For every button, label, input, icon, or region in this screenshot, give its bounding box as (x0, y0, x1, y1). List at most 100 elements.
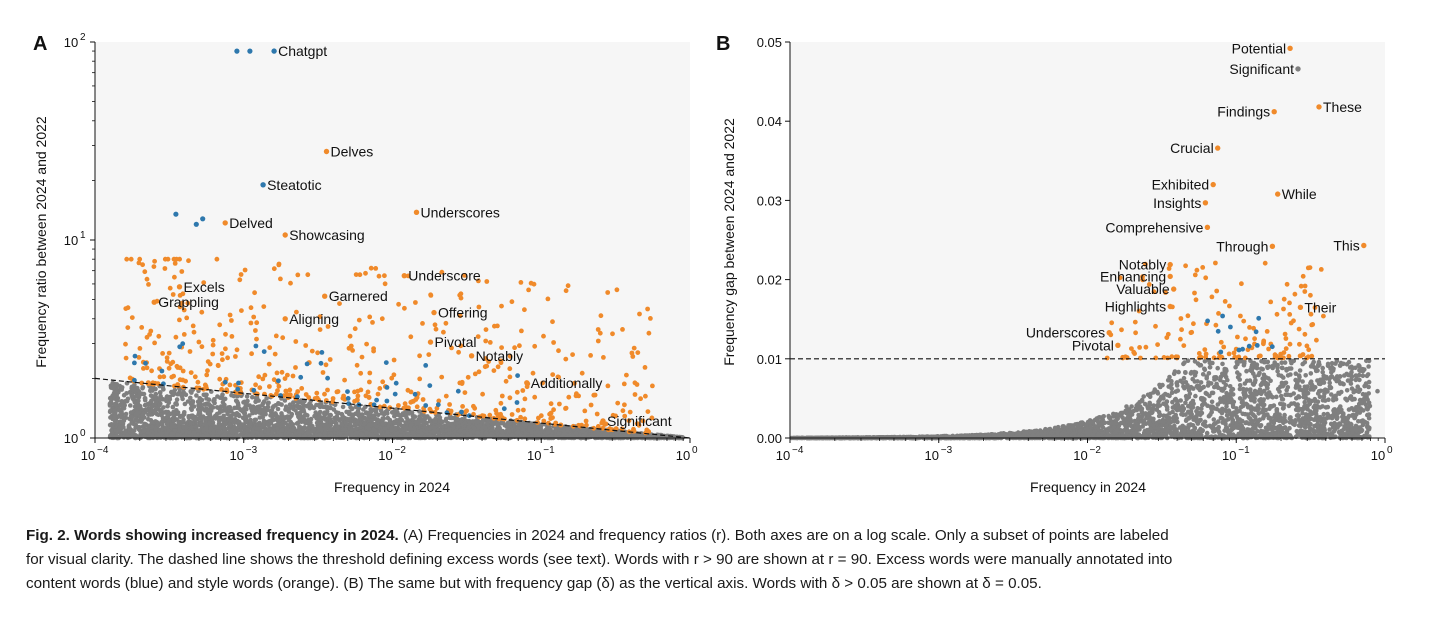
point-other (149, 404, 155, 409)
point-style (499, 393, 505, 399)
point-style (164, 359, 170, 364)
point-other (468, 434, 474, 440)
point-style (237, 277, 243, 283)
point-style (217, 376, 223, 382)
point-style (492, 323, 497, 329)
point-other (335, 416, 340, 422)
point-other (166, 395, 172, 401)
point-style (591, 392, 597, 398)
point-style (632, 392, 638, 397)
point-other (545, 429, 551, 435)
point-other (142, 415, 147, 420)
point-style (605, 290, 611, 295)
point-other (111, 402, 117, 407)
point-other (265, 407, 271, 413)
point-content (298, 374, 304, 380)
point-other (195, 399, 201, 405)
point-other (204, 432, 209, 437)
point-other (113, 389, 119, 395)
point-other (199, 397, 205, 403)
point-other (385, 415, 391, 421)
point-style (166, 350, 172, 356)
point-style (175, 365, 181, 370)
point-content (515, 373, 520, 378)
point-other (163, 397, 168, 402)
point-style (204, 372, 210, 378)
point-style (239, 308, 244, 313)
point-style (266, 361, 272, 367)
point-style (252, 290, 257, 296)
point-style (521, 407, 526, 413)
point-other (412, 414, 418, 420)
point-other (498, 428, 504, 434)
x-tick-exponent: −4 (97, 445, 109, 456)
point-other (256, 426, 261, 431)
point-style (157, 374, 163, 380)
point-style (295, 389, 301, 394)
point-style (408, 334, 414, 340)
point-style (359, 354, 365, 360)
point-other (142, 396, 148, 401)
labeled-point-notably (468, 353, 475, 359)
point-other (340, 416, 345, 421)
point-style (354, 397, 360, 403)
panel-b-letter: B (716, 33, 730, 55)
point-style (648, 316, 653, 321)
point-other (117, 424, 123, 430)
point-style (267, 384, 272, 389)
point-other (237, 428, 243, 433)
point-other (108, 408, 113, 414)
point-style (507, 366, 513, 372)
point-content (132, 353, 138, 359)
point-style (365, 389, 371, 395)
point-content (177, 344, 183, 350)
point-content (276, 378, 281, 384)
point-other (201, 427, 206, 432)
point-style (179, 269, 185, 274)
point-style (551, 340, 556, 345)
point-style (375, 391, 381, 397)
point-other (338, 431, 343, 437)
point-style (233, 354, 238, 359)
point-content (318, 360, 324, 366)
point-other (638, 431, 643, 437)
point-content (455, 388, 461, 394)
point-other (220, 392, 225, 397)
point-style (380, 379, 386, 385)
point-other (281, 416, 287, 421)
point-style (160, 351, 166, 356)
point-other (300, 401, 306, 407)
point-style (214, 256, 220, 262)
point-style (548, 401, 554, 407)
point-other (203, 407, 208, 413)
point-other (207, 420, 212, 426)
point-other (568, 433, 573, 438)
point-other (293, 408, 298, 413)
point-other (125, 433, 130, 438)
point-style (645, 306, 650, 312)
point-style (367, 379, 372, 385)
point-other (146, 416, 151, 422)
point-other (131, 387, 136, 393)
point-style (472, 405, 478, 411)
point-other (261, 409, 267, 414)
point-other (382, 426, 388, 431)
labeled-point-pivotal (427, 339, 434, 345)
point-other (136, 426, 142, 432)
point-other (273, 403, 279, 408)
point-other (128, 410, 134, 415)
point-style (426, 352, 432, 357)
x-tick-exponent: −3 (246, 445, 258, 456)
word-label-showcasing: Showcasing (289, 227, 365, 243)
x-tick-exponent: −1 (543, 445, 555, 456)
point-style (248, 320, 254, 326)
point-other (160, 419, 166, 424)
point-other (157, 403, 162, 408)
point-other (286, 418, 292, 423)
point-style (520, 388, 526, 393)
point-style (257, 385, 263, 391)
labeled-point-excels (176, 284, 183, 290)
labeled-point-steatotic (260, 182, 266, 188)
point-other (538, 425, 543, 431)
point-style (483, 327, 489, 332)
